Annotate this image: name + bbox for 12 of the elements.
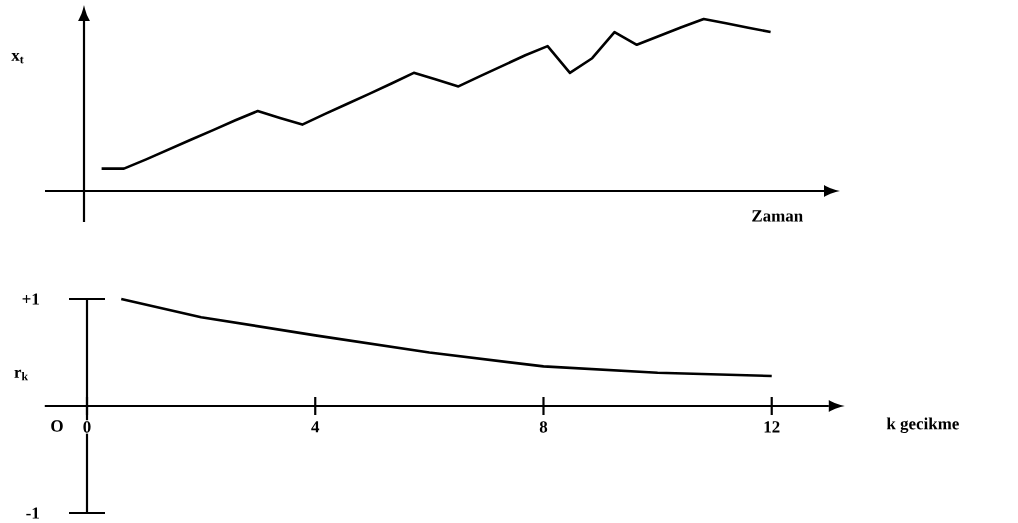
y-axis-title: r$_{k}$	[14, 369, 29, 381]
x-axis-title: k gecikme	[886, 417, 959, 433]
x-tick-label: 4	[311, 421, 320, 433]
line-series	[119, 297, 774, 378]
x-tick-label: 0	[83, 421, 91, 433]
annotation: O	[51, 420, 63, 432]
x-tick-label: 12	[764, 421, 780, 433]
y-tick-label: +1	[22, 293, 39, 305]
y-tick-label: -1	[26, 507, 39, 519]
y-axis-title: x$_{t}$	[11, 52, 24, 64]
x-axis-title: Zaman	[752, 210, 803, 222]
x-tick-label: 8	[539, 421, 548, 433]
